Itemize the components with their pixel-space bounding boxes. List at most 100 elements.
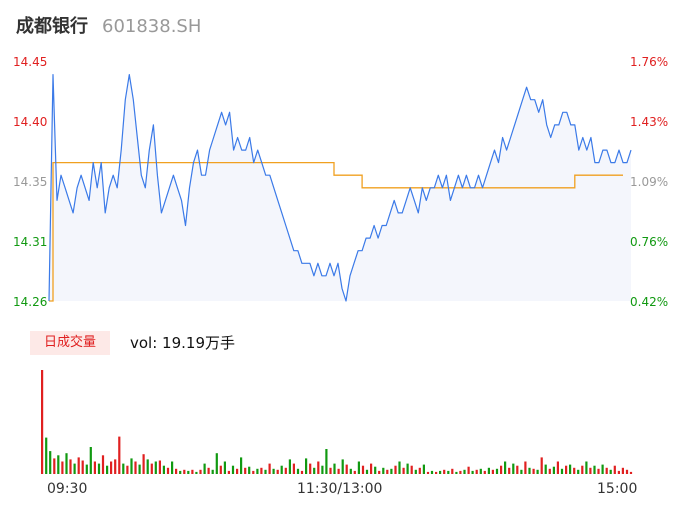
volume-bar xyxy=(207,467,210,474)
volume-bar xyxy=(85,464,88,474)
volume-bar xyxy=(589,467,592,474)
volume-bar xyxy=(345,464,348,474)
volume-bar xyxy=(386,469,389,474)
volume-bar xyxy=(565,465,568,474)
volume-bar xyxy=(504,461,507,474)
volume-bar xyxy=(256,468,259,474)
volume-bar xyxy=(134,461,137,474)
volume-bar xyxy=(280,465,283,474)
volume-bar xyxy=(276,469,279,474)
volume-bar xyxy=(609,469,612,474)
volume-bar xyxy=(459,470,462,474)
volume-bar xyxy=(77,457,80,474)
volume-bar xyxy=(418,467,421,474)
volume-bar xyxy=(577,469,580,474)
volume-bar xyxy=(73,463,76,474)
volume-bar xyxy=(260,467,263,474)
volume-bar xyxy=(540,457,543,474)
volume-summary: vol: 19.19万手 xyxy=(130,334,235,352)
volume-bar xyxy=(617,470,620,474)
pct-tick-label: 1.09% xyxy=(630,175,669,189)
volume-bar xyxy=(483,470,486,474)
volume-bar xyxy=(625,469,629,474)
volume-bar xyxy=(621,467,624,474)
volume-bar xyxy=(41,370,44,474)
volume-bar xyxy=(447,470,450,474)
volume-bar xyxy=(313,467,316,474)
volume-bar xyxy=(300,470,304,474)
volume-bar xyxy=(406,463,409,474)
average-price-line xyxy=(49,161,623,302)
volume-bar xyxy=(195,471,198,474)
volume-bar xyxy=(166,467,170,474)
volume-bar xyxy=(171,461,174,474)
volume-bar xyxy=(536,469,539,474)
volume-bar xyxy=(337,468,340,474)
volume-bar xyxy=(305,458,308,474)
volume-bar xyxy=(569,464,572,474)
volume-bar xyxy=(219,465,222,474)
volume-bar xyxy=(613,465,616,474)
volume-bar xyxy=(435,471,438,474)
volume-bar xyxy=(581,465,584,474)
volume-bar xyxy=(455,471,458,474)
volume-bar xyxy=(349,468,352,474)
volume-bar xyxy=(296,468,300,474)
x-tick-label: 09:30 xyxy=(47,481,88,497)
volume-bar xyxy=(467,466,470,474)
volume-bar xyxy=(321,465,324,474)
volume-bar xyxy=(45,437,48,474)
volume-bar xyxy=(487,467,490,474)
volume-bar xyxy=(378,470,381,474)
volume-bar xyxy=(520,469,523,474)
volume-bar xyxy=(101,455,105,474)
volume-bar xyxy=(573,467,576,474)
y-tick-label: 14.40 xyxy=(13,115,48,129)
volume-bar xyxy=(390,468,393,474)
volume-bar xyxy=(179,470,182,474)
volume-bar xyxy=(252,470,255,474)
volume-badge: 日成交量 xyxy=(30,331,110,355)
y-tick-label: 14.45 xyxy=(13,55,48,69)
volume-bar xyxy=(475,469,478,474)
volume-bar xyxy=(601,464,604,474)
volume-bar xyxy=(605,467,608,474)
volume-bar xyxy=(451,468,454,474)
volume-bar xyxy=(288,459,291,474)
volume-bar xyxy=(597,468,600,474)
stock-name: 成都银行 xyxy=(16,16,88,37)
volume-bar xyxy=(333,463,336,474)
volume-bar xyxy=(97,463,101,474)
volume-bar xyxy=(309,463,312,474)
volume-bar xyxy=(508,467,511,474)
volume-bar xyxy=(528,467,531,474)
volume-bar xyxy=(199,469,202,474)
volume-bar xyxy=(556,461,559,474)
volume-bar xyxy=(154,461,157,474)
volume-bar xyxy=(370,463,373,474)
volume-bar xyxy=(162,465,165,474)
volume-bar xyxy=(463,469,466,474)
volume-bar xyxy=(524,461,527,474)
volume-bar xyxy=(353,470,356,474)
volume-bar xyxy=(325,449,328,474)
volume-bar xyxy=(110,461,113,474)
price-area xyxy=(49,74,631,301)
volume-bar xyxy=(187,470,190,474)
volume-bar xyxy=(130,458,133,474)
volume-bar xyxy=(89,447,92,474)
volume-bar xyxy=(410,465,413,474)
pct-tick-label: 1.43% xyxy=(630,115,669,129)
volume-bar xyxy=(560,468,564,474)
volume-bar xyxy=(244,467,247,474)
volume-bar xyxy=(516,465,519,474)
volume-bar xyxy=(215,453,218,474)
volume-bar xyxy=(585,461,588,474)
volume-bar xyxy=(398,461,401,474)
volume-bar xyxy=(61,461,64,474)
volume-bar xyxy=(122,463,125,474)
volume-bar xyxy=(443,469,446,474)
volume-bar xyxy=(361,465,365,474)
volume-bar xyxy=(439,470,442,474)
